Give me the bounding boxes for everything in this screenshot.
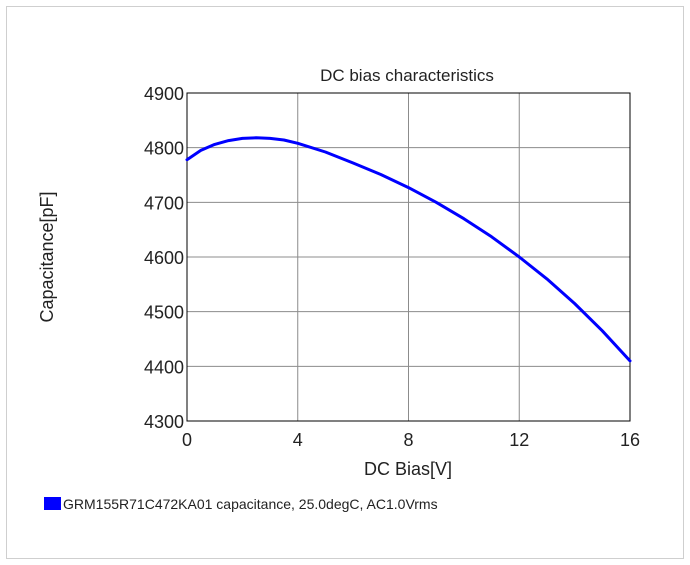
y-axis-ticks: 4300 4400 4500 4600 4700 4800 4900 [144, 84, 184, 432]
y-tick-label: 4400 [144, 357, 184, 377]
legend-label: GRM155R71C472KA01 capacitance, 25.0degC,… [63, 496, 438, 512]
grid-lines [187, 93, 630, 421]
chart-frame [6, 6, 684, 559]
legend: GRM155R71C472KA01 capacitance, 25.0degC,… [44, 496, 438, 512]
y-tick-label: 4700 [144, 193, 184, 213]
series-layer [185, 136, 632, 363]
x-tick-label: 0 [182, 430, 192, 450]
x-tick-label: 8 [403, 430, 413, 450]
x-axis-ticks: 0 4 8 12 16 [182, 430, 640, 450]
x-tick-label: 16 [620, 430, 640, 450]
x-tick-label: 4 [293, 430, 303, 450]
x-tick-label: 12 [509, 430, 529, 450]
y-tick-label: 4800 [144, 139, 184, 159]
y-tick-label: 4300 [144, 412, 184, 432]
y-tick-label: 4900 [144, 84, 184, 104]
y-tick-label: 4500 [144, 303, 184, 323]
y-tick-label: 4600 [144, 248, 184, 268]
plot-area [186, 92, 631, 422]
x-axis-label: DC Bias[V] [364, 459, 452, 479]
chart-title: DC bias characteristics [320, 66, 494, 85]
series-line-0 [185, 136, 632, 363]
legend-swatch [44, 497, 61, 510]
y-axis-label: Capacitance[pF] [37, 191, 57, 322]
